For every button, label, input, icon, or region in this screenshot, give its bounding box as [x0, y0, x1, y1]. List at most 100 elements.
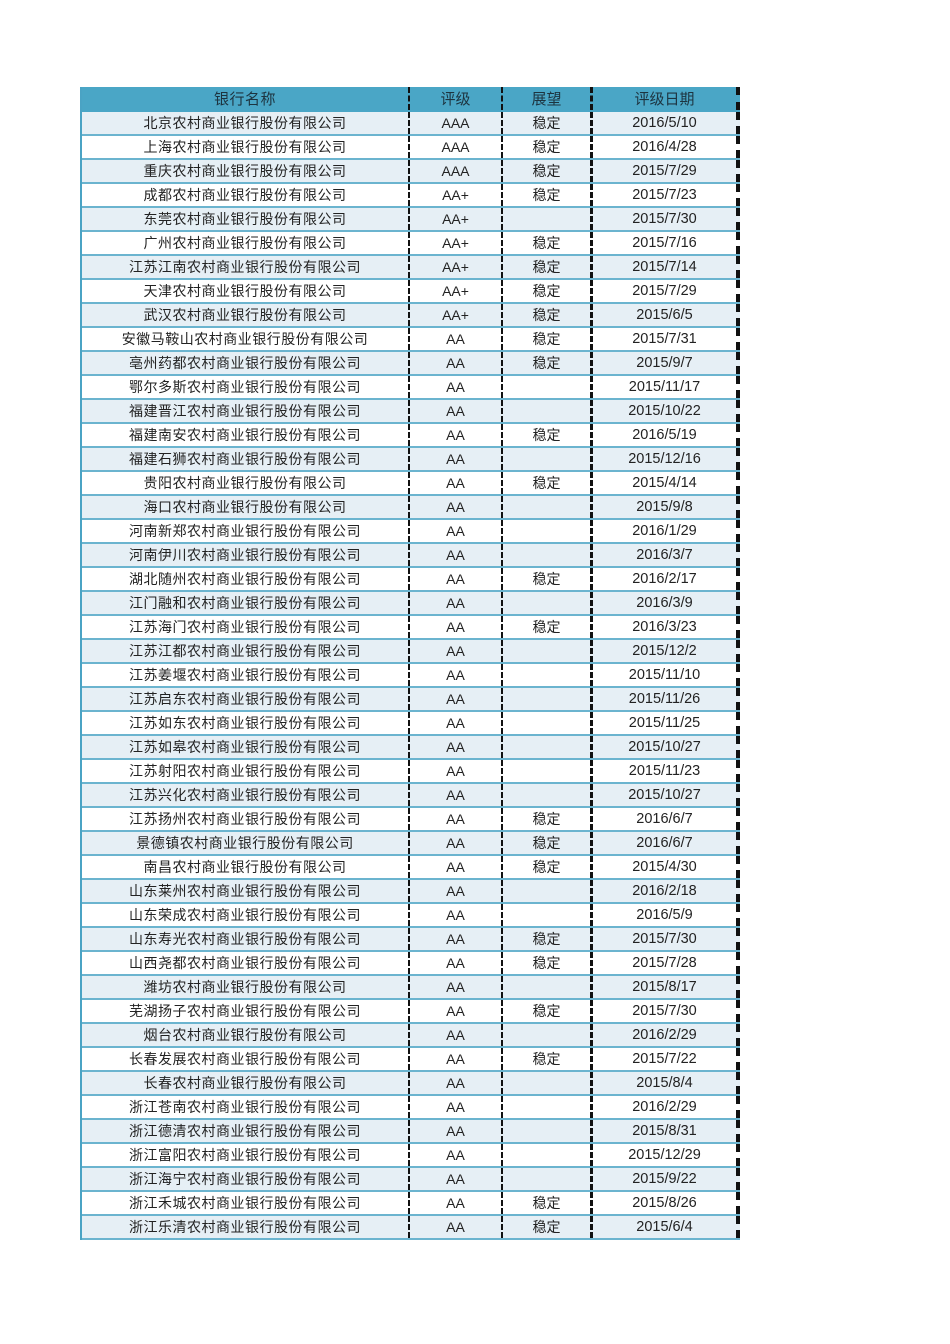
bank-name-cell: 山东莱州农村商业银行股份有限公司	[82, 880, 410, 902]
bank-name-cell: 江苏姜堰农村商业银行股份有限公司	[82, 664, 410, 686]
table-row: 广州农村商业银行股份有限公司 AA+ 稳定 2015/7/16	[82, 232, 740, 256]
bank-name-cell: 海口农村商业银行股份有限公司	[82, 496, 410, 518]
rating-cell: AA+	[410, 256, 503, 278]
table-row: 福建石狮农村商业银行股份有限公司 AA 2015/12/16	[82, 448, 740, 472]
rating-cell: AA	[410, 1072, 503, 1094]
rating-cell: AA+	[410, 208, 503, 230]
outlook-cell: 稳定	[503, 928, 593, 950]
outlook-cell	[503, 688, 593, 710]
table-row: 江苏兴化农村商业银行股份有限公司 AA 2015/10/27	[82, 784, 740, 808]
rating-date-cell: 2015/12/16	[593, 448, 740, 470]
rating-date-cell: 2015/11/23	[593, 760, 740, 782]
outlook-cell	[503, 376, 593, 398]
table-row: 福建晋江农村商业银行股份有限公司 AA 2015/10/22	[82, 400, 740, 424]
outlook-cell	[503, 520, 593, 542]
bank-name-cell: 贵阳农村商业银行股份有限公司	[82, 472, 410, 494]
rating-cell: AA	[410, 520, 503, 542]
rating-cell: AA	[410, 1192, 503, 1214]
outlook-cell	[503, 1144, 593, 1166]
bank-name-cell: 长春农村商业银行股份有限公司	[82, 1072, 410, 1094]
rating-cell: AA	[410, 880, 503, 902]
bank-name-cell: 江苏如皋农村商业银行股份有限公司	[82, 736, 410, 758]
table-row: 山东荣成农村商业银行股份有限公司 AA 2016/5/9	[82, 904, 740, 928]
bank-name-cell: 北京农村商业银行股份有限公司	[82, 112, 410, 134]
rating-cell: AA	[410, 736, 503, 758]
rating-date-cell: 2016/2/29	[593, 1024, 740, 1046]
outlook-cell	[503, 976, 593, 998]
rating-date-cell: 2015/7/23	[593, 184, 740, 206]
rating-date-cell: 2015/4/14	[593, 472, 740, 494]
table-row: 成都农村商业银行股份有限公司 AA+ 稳定 2015/7/23	[82, 184, 740, 208]
table-row: 东莞农村商业银行股份有限公司 AA+ 2015/7/30	[82, 208, 740, 232]
rating-cell: AA+	[410, 184, 503, 206]
table-row: 天津农村商业银行股份有限公司 AA+ 稳定 2015/7/29	[82, 280, 740, 304]
bank-name-cell: 江苏江南农村商业银行股份有限公司	[82, 256, 410, 278]
rating-cell: AA	[410, 856, 503, 878]
outlook-cell: 稳定	[503, 424, 593, 446]
rating-date-cell: 2016/5/19	[593, 424, 740, 446]
rating-cell: AA	[410, 472, 503, 494]
table-row: 江苏射阳农村商业银行股份有限公司 AA 2015/11/23	[82, 760, 740, 784]
bank-name-cell: 江苏扬州农村商业银行股份有限公司	[82, 808, 410, 830]
table-row: 鄂尔多斯农村商业银行股份有限公司 AA 2015/11/17	[82, 376, 740, 400]
outlook-cell: 稳定	[503, 1192, 593, 1214]
bank-name-cell: 福建南安农村商业银行股份有限公司	[82, 424, 410, 446]
rating-date-cell: 2015/11/17	[593, 376, 740, 398]
rating-cell: AA	[410, 712, 503, 734]
rating-date-cell: 2015/6/5	[593, 304, 740, 326]
rating-cell: AA	[410, 496, 503, 518]
rating-cell: AA	[410, 952, 503, 974]
bank-name-cell: 河南伊川农村商业银行股份有限公司	[82, 544, 410, 566]
rating-date-cell: 2015/7/29	[593, 160, 740, 182]
table-row: 浙江海宁农村商业银行股份有限公司 AA 2015/9/22	[82, 1168, 740, 1192]
table-row: 亳州药都农村商业银行股份有限公司 AA 稳定 2015/9/7	[82, 352, 740, 376]
rating-date-cell: 2015/11/26	[593, 688, 740, 710]
rating-cell: AA	[410, 592, 503, 614]
bank-name-cell: 浙江苍南农村商业银行股份有限公司	[82, 1096, 410, 1118]
bank-name-cell: 江苏启东农村商业银行股份有限公司	[82, 688, 410, 710]
outlook-cell	[503, 640, 593, 662]
rating-cell: AA+	[410, 232, 503, 254]
outlook-cell: 稳定	[503, 856, 593, 878]
table-row: 河南伊川农村商业银行股份有限公司 AA 2016/3/7	[82, 544, 740, 568]
table-row: 江门融和农村商业银行股份有限公司 AA 2016/3/9	[82, 592, 740, 616]
bank-name-cell: 福建晋江农村商业银行股份有限公司	[82, 400, 410, 422]
table-row: 芜湖扬子农村商业银行股份有限公司 AA 稳定 2015/7/30	[82, 1000, 740, 1024]
outlook-cell	[503, 880, 593, 902]
rating-date-cell: 2015/7/29	[593, 280, 740, 302]
bank-name-cell: 东莞农村商业银行股份有限公司	[82, 208, 410, 230]
table-row: 贵阳农村商业银行股份有限公司 AA 稳定 2015/4/14	[82, 472, 740, 496]
outlook-cell: 稳定	[503, 352, 593, 374]
rating-cell: AA	[410, 1000, 503, 1022]
rating-date-cell: 2015/10/27	[593, 736, 740, 758]
rating-cell: AA	[410, 328, 503, 350]
rating-date-cell: 2016/1/29	[593, 520, 740, 542]
outlook-cell: 稳定	[503, 1000, 593, 1022]
outlook-cell	[503, 400, 593, 422]
table-row: 北京农村商业银行股份有限公司 AAA 稳定 2016/5/10	[82, 112, 740, 136]
table-row: 江苏如东农村商业银行股份有限公司 AA 2015/11/25	[82, 712, 740, 736]
outlook-cell: 稳定	[503, 808, 593, 830]
rating-date-cell: 2015/7/22	[593, 1048, 740, 1070]
bank-name-cell: 芜湖扬子农村商业银行股份有限公司	[82, 1000, 410, 1022]
rating-cell: AA	[410, 400, 503, 422]
rating-date-cell: 2015/8/4	[593, 1072, 740, 1094]
rating-cell: AAA	[410, 112, 503, 134]
table-row: 山西尧都农村商业银行股份有限公司 AA 稳定 2015/7/28	[82, 952, 740, 976]
outlook-cell	[503, 1168, 593, 1190]
rating-cell: AA	[410, 832, 503, 854]
bank-name-cell: 山西尧都农村商业银行股份有限公司	[82, 952, 410, 974]
rating-date-cell: 2015/9/7	[593, 352, 740, 374]
bank-name-cell: 河南新郑农村商业银行股份有限公司	[82, 520, 410, 542]
outlook-cell: 稳定	[503, 472, 593, 494]
rating-date-cell: 2015/10/27	[593, 784, 740, 806]
table-row: 浙江德清农村商业银行股份有限公司 AA 2015/8/31	[82, 1120, 740, 1144]
outlook-cell: 稳定	[503, 304, 593, 326]
rating-cell: AA	[410, 688, 503, 710]
table-row: 浙江禾城农村商业银行股份有限公司 AA 稳定 2015/8/26	[82, 1192, 740, 1216]
rating-cell: AA	[410, 664, 503, 686]
bank-name-cell: 浙江乐清农村商业银行股份有限公司	[82, 1216, 410, 1238]
rating-date-cell: 2016/2/17	[593, 568, 740, 590]
outlook-cell: 稳定	[503, 568, 593, 590]
outlook-cell: 稳定	[503, 136, 593, 158]
